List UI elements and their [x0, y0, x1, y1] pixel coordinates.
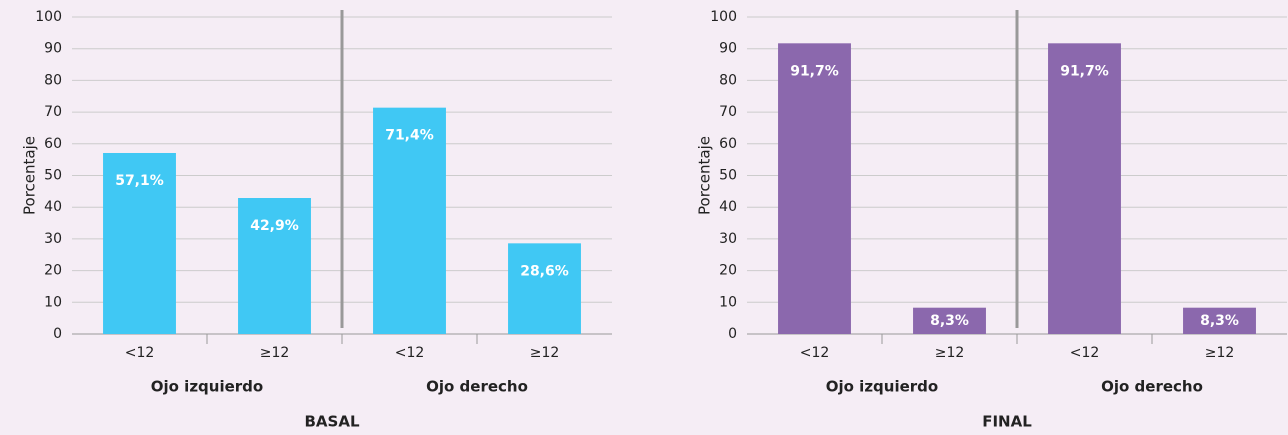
y-tick-label: 30 — [44, 231, 62, 247]
value-label: 8,3% — [1200, 313, 1239, 329]
y-tick-label: 10 — [44, 294, 62, 310]
y-axis-label: Porcentaje — [696, 136, 714, 215]
value-label: 91,7% — [790, 63, 839, 79]
y-tick-label: 50 — [44, 168, 62, 184]
y-tick-label: 0 — [728, 326, 737, 342]
chart-title: BASAL — [304, 413, 359, 431]
x-tick-label: ≥12 — [1205, 345, 1235, 361]
value-label: 91,7% — [1060, 63, 1109, 79]
value-label: 8,3% — [930, 313, 969, 329]
y-tick-label: 40 — [44, 199, 62, 215]
x-tick-label: <12 — [125, 345, 155, 361]
y-tick-label: 0 — [53, 326, 62, 342]
y-tick-label: 20 — [719, 263, 737, 279]
y-tick-label: 30 — [719, 231, 737, 247]
bar — [913, 307, 986, 334]
y-tick-label: 60 — [719, 136, 737, 152]
y-tick-label: 80 — [44, 72, 62, 88]
chart-title: FINAL — [982, 413, 1032, 431]
bar — [778, 43, 851, 334]
value-label: 28,6% — [520, 263, 569, 279]
value-label: 71,4% — [385, 128, 434, 144]
y-tick-label: 60 — [44, 136, 62, 152]
bar — [103, 152, 176, 334]
value-label: 57,1% — [115, 173, 164, 189]
group-label: Ojo izquierdo — [826, 378, 938, 396]
y-tick-label: 70 — [44, 104, 62, 120]
y-tick-label: 90 — [719, 41, 737, 57]
y-tick-label: 50 — [719, 168, 737, 184]
x-tick-label: ≥12 — [935, 345, 965, 361]
bar — [508, 243, 581, 334]
y-tick-label: 100 — [35, 9, 62, 25]
y-tick-label: 10 — [719, 294, 737, 310]
group-label: Ojo izquierdo — [151, 378, 263, 396]
y-tick-label: 100 — [710, 9, 737, 25]
x-tick-label: ≥12 — [260, 345, 290, 361]
y-tick-label: 40 — [719, 199, 737, 215]
y-tick-label: 20 — [44, 263, 62, 279]
x-tick-label: <12 — [1070, 345, 1100, 361]
bar — [1183, 307, 1256, 334]
bar — [373, 107, 446, 334]
y-axis-label: Porcentaje — [21, 136, 39, 215]
value-label: 42,9% — [250, 218, 299, 234]
group-label: Ojo derecho — [1101, 378, 1203, 396]
y-tick-label: 80 — [719, 72, 737, 88]
x-tick-label: <12 — [800, 345, 830, 361]
bar — [238, 198, 311, 334]
y-tick-label: 90 — [44, 41, 62, 57]
x-tick-label: ≥12 — [530, 345, 560, 361]
group-label: Ojo derecho — [426, 378, 528, 396]
y-tick-label: 70 — [719, 104, 737, 120]
x-tick-label: <12 — [395, 345, 425, 361]
bar — [1048, 43, 1121, 334]
